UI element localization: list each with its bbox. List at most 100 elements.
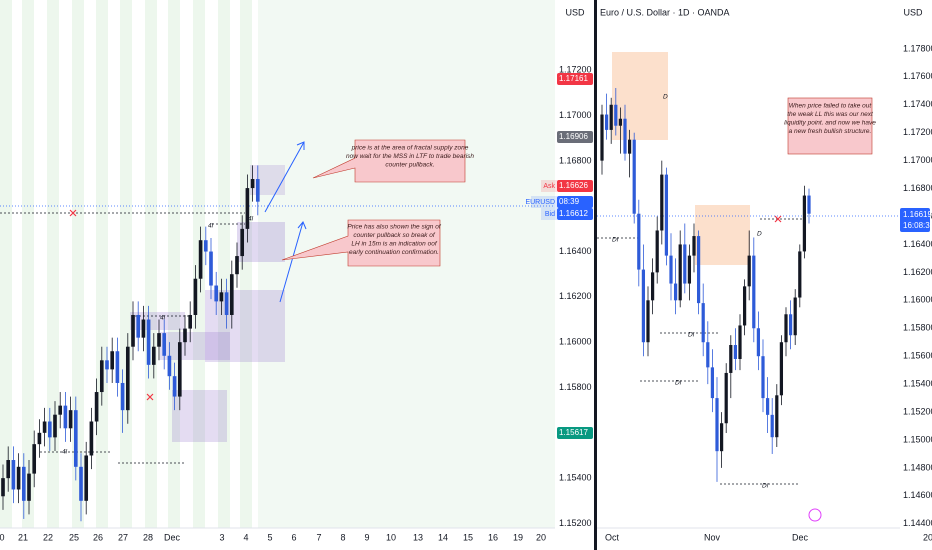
x-tick-label: 13 (413, 532, 423, 542)
x-tick-label: 19 (513, 532, 523, 542)
candle-body (37, 432, 42, 445)
drawing-label: D (757, 231, 762, 238)
candle-body (94, 392, 99, 422)
callout (281, 219, 441, 267)
y-tick-label: 1.16000 (559, 337, 592, 347)
x-tick-label: 7 (316, 532, 321, 542)
candle-body (687, 255, 692, 284)
y-tick-label: 1.17000 (559, 110, 592, 120)
candle-body (177, 342, 182, 397)
price-tag-prefix-box (541, 208, 557, 220)
candle-body (793, 297, 797, 336)
price-tag-prefix: Ask (543, 183, 555, 190)
arrows (264, 141, 307, 303)
x-tick-label: 25 (69, 532, 79, 542)
y-tick-label: 1.16200 (559, 291, 592, 301)
candle-body (770, 414, 774, 438)
callout (312, 139, 466, 183)
x-tick-label: Oct (605, 532, 620, 542)
callout (787, 97, 873, 155)
y-tick-label: 1.16200 (903, 267, 932, 277)
price-tag-label: 1.16619 (903, 210, 932, 219)
candle-body (784, 314, 788, 343)
x-tick-label: 14 (438, 532, 448, 542)
x-marker (146, 393, 154, 401)
price-tag-prefix: Bid (545, 211, 555, 218)
price-tag-prefix-box (541, 180, 557, 192)
candle-body (53, 414, 57, 438)
price-tag-label: 1.16626 (559, 181, 588, 190)
y-tick-label: 1.16400 (903, 239, 932, 249)
candle-body (79, 466, 83, 501)
candle-body (641, 269, 646, 343)
note-text: early continuation confirmation. (349, 249, 439, 256)
x-tick-label: 15 (463, 532, 473, 542)
price-tag (557, 196, 593, 208)
drawing-label: 4l (248, 216, 254, 223)
y-tick-label: 1.15000 (903, 434, 932, 444)
candle-body (198, 240, 203, 279)
arrow (279, 221, 307, 303)
y-tick-label: 1.14800 (903, 462, 932, 472)
candle-body (214, 285, 219, 302)
candle-body (664, 174, 669, 256)
session-stripe (145, 0, 157, 528)
y-tick-label: 1.15400 (559, 473, 592, 483)
price-axis (555, 0, 595, 550)
candle-body (673, 283, 678, 301)
event-icon (808, 508, 822, 522)
price-tag-label: 1.16906 (559, 132, 588, 141)
x-tick-label: 16 (488, 532, 498, 542)
price-tag (557, 73, 593, 85)
candle-body (131, 314, 135, 347)
candle-body (193, 278, 198, 315)
candle-body (21, 466, 26, 501)
candle-body (637, 213, 641, 270)
candle-body (151, 346, 156, 365)
y-tick-label: 1.17800 (903, 43, 932, 53)
candle-body (609, 104, 613, 130)
y-tick-label: 1.15800 (559, 382, 592, 392)
y-tick-label: 1.14600 (903, 490, 932, 500)
arrow (264, 141, 305, 213)
drawing-label: D (663, 94, 668, 101)
candle-body (669, 255, 673, 284)
drawing-label: Dl (762, 483, 769, 490)
candle-body (27, 473, 31, 501)
candles (1, 88, 811, 522)
candle-body (167, 355, 172, 377)
price-tag (557, 180, 593, 192)
session-stripe (47, 0, 59, 528)
drawing-label: Dl (675, 380, 682, 387)
candle-body (219, 292, 224, 302)
price-tag-time: 16:08:39 (903, 221, 932, 230)
y-tick-label: 1.17200 (903, 127, 932, 137)
price-tag (557, 427, 593, 439)
candle-body (209, 251, 213, 286)
candle-body (146, 319, 151, 365)
markers (69, 209, 782, 401)
x-tick-label: 28 (143, 532, 153, 542)
y-tick-label: 1.16800 (903, 183, 932, 193)
note-text: liquidity point. and now we have (784, 120, 876, 127)
y-tick-label: 1.14400 (903, 518, 932, 528)
candle-body (600, 114, 604, 161)
price-axis (900, 0, 932, 550)
candle-body (715, 398, 719, 452)
supply-zone (250, 165, 285, 195)
candle-body (655, 230, 659, 273)
candle-body (89, 421, 94, 456)
candle-body (255, 179, 260, 202)
demand-zone (237, 222, 285, 262)
candle-body (729, 345, 733, 373)
demand-zone (160, 332, 230, 360)
candle-body (245, 188, 250, 229)
x-tick-label: 26 (93, 532, 103, 542)
candle-body (604, 114, 609, 130)
candle-body (203, 240, 208, 252)
axis-unit: USD (565, 7, 585, 17)
candle-body (807, 195, 811, 214)
level-lines (0, 212, 808, 485)
y-tick-label: 1.15400 (903, 379, 932, 389)
